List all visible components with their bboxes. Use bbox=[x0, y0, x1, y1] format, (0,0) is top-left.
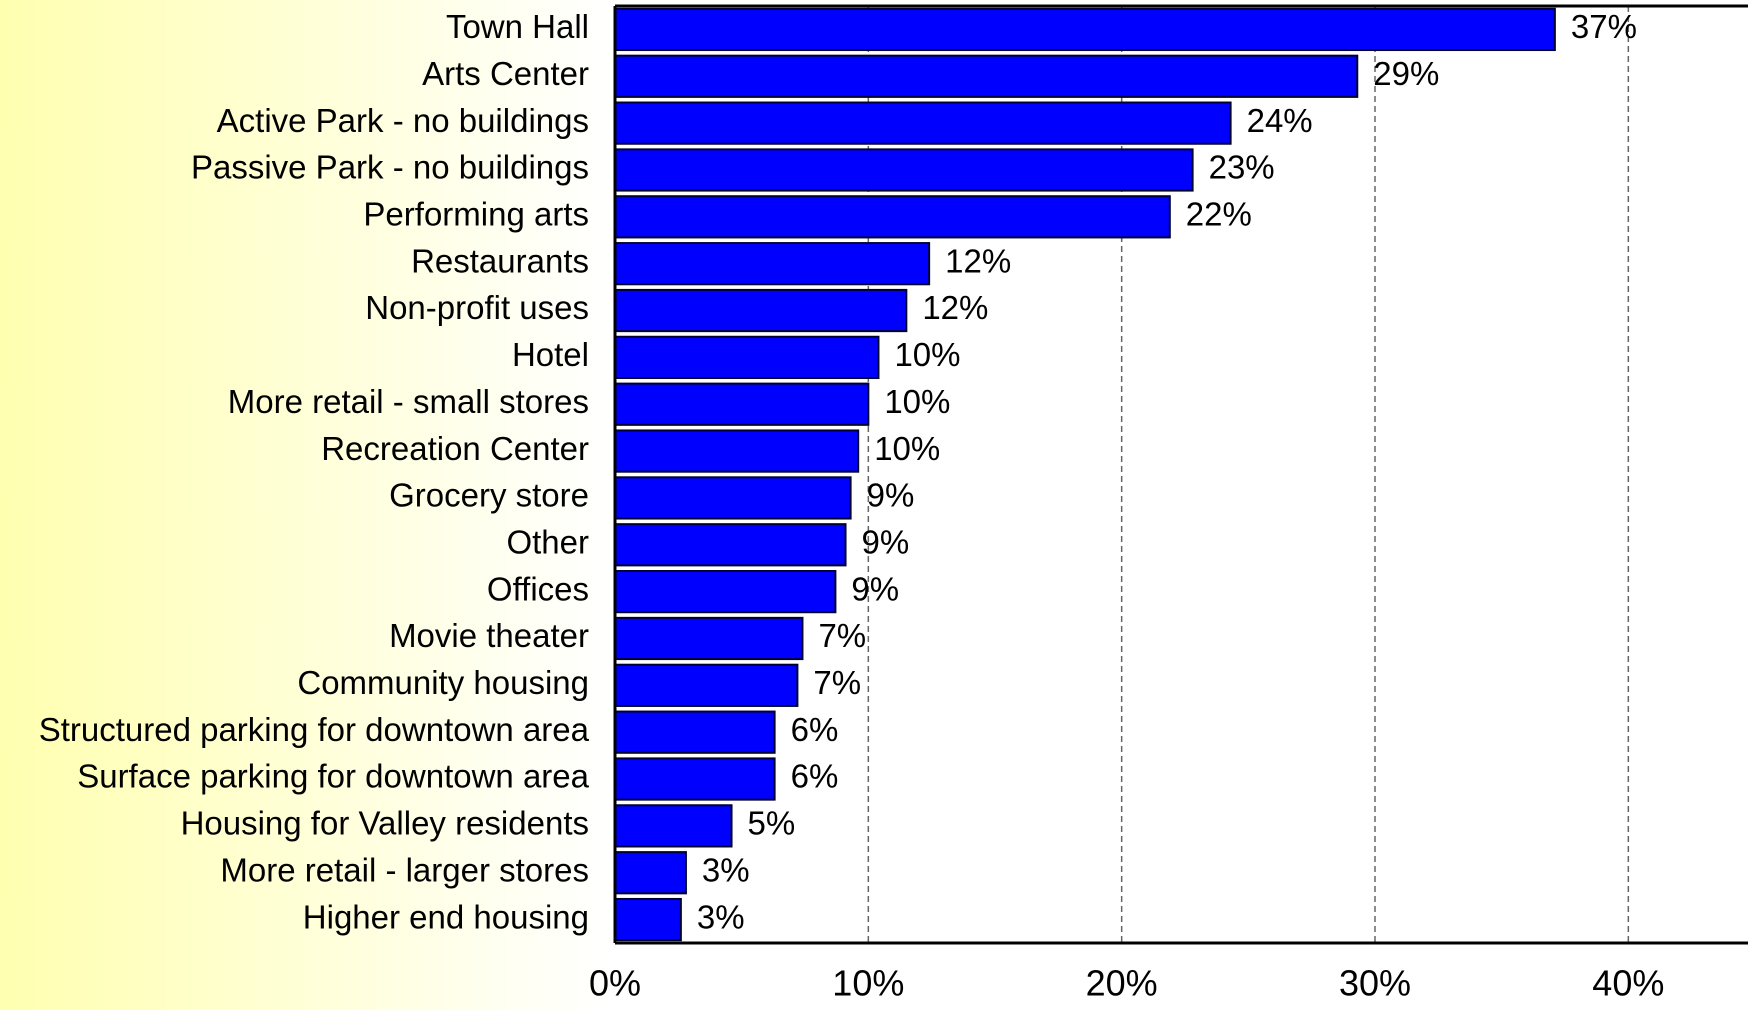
bar bbox=[614, 148, 1194, 192]
bar bbox=[614, 710, 776, 754]
y-tick-label: Hotel bbox=[512, 336, 589, 373]
bar bbox=[614, 335, 880, 379]
value-label: 10% bbox=[874, 430, 940, 467]
y-tick-label: Restaurants bbox=[411, 242, 589, 279]
value-label: 29% bbox=[1373, 55, 1439, 92]
x-tick-label: 0% bbox=[589, 963, 641, 1004]
value-label: 9% bbox=[851, 570, 899, 607]
bar bbox=[614, 570, 837, 614]
y-tick-label: Structured parking for downtown area bbox=[39, 711, 590, 748]
plot-area bbox=[615, 6, 1748, 943]
bar bbox=[614, 476, 852, 520]
bar bbox=[614, 616, 804, 661]
value-label: 6% bbox=[791, 758, 839, 795]
value-label: 10% bbox=[884, 383, 950, 420]
value-label: 24% bbox=[1247, 102, 1313, 139]
bar bbox=[614, 523, 847, 567]
bar bbox=[614, 288, 908, 333]
bar bbox=[614, 804, 733, 848]
value-label: 10% bbox=[894, 336, 960, 373]
y-tick-label: Community housing bbox=[297, 664, 589, 701]
y-tick-label: Offices bbox=[487, 570, 589, 607]
value-label: 12% bbox=[945, 242, 1011, 279]
bar bbox=[614, 54, 1359, 98]
y-tick-label: Active Park - no buildings bbox=[217, 102, 589, 139]
x-tick-label: 40% bbox=[1592, 963, 1664, 1004]
value-label: 7% bbox=[813, 664, 861, 701]
value-label: 3% bbox=[702, 851, 750, 888]
bar bbox=[614, 757, 776, 801]
y-tick-label: Other bbox=[506, 523, 589, 560]
value-label: 5% bbox=[748, 805, 796, 842]
x-tick-label: 30% bbox=[1339, 963, 1411, 1004]
bar bbox=[614, 429, 860, 473]
y-tick-label: More retail - larger stores bbox=[220, 851, 589, 888]
value-label: 6% bbox=[791, 711, 839, 748]
y-tick-label: Passive Park - no buildings bbox=[191, 149, 589, 186]
value-label: 9% bbox=[862, 523, 910, 560]
x-tick-label: 10% bbox=[832, 963, 904, 1004]
y-tick-label: Non-profit uses bbox=[365, 289, 589, 326]
y-tick-label: Higher end housing bbox=[303, 898, 589, 935]
bar bbox=[614, 663, 799, 707]
value-label: 7% bbox=[818, 617, 866, 654]
y-tick-label: Grocery store bbox=[389, 477, 589, 514]
y-tick-label: Housing for Valley residents bbox=[181, 805, 589, 842]
value-label: 9% bbox=[867, 477, 915, 514]
bar bbox=[614, 7, 1556, 52]
bar bbox=[614, 897, 682, 942]
value-label: 22% bbox=[1186, 196, 1252, 233]
bar bbox=[614, 382, 870, 426]
value-label: 12% bbox=[922, 289, 988, 326]
bar bbox=[614, 101, 1232, 145]
y-tick-label: Surface parking for downtown area bbox=[77, 758, 589, 795]
y-tick-label: Recreation Center bbox=[321, 430, 589, 467]
bar bbox=[614, 851, 687, 895]
value-label: 3% bbox=[697, 898, 745, 935]
bar bbox=[614, 195, 1171, 239]
y-tick-label: Performing arts bbox=[363, 196, 589, 233]
y-tick-label: Movie theater bbox=[389, 617, 589, 654]
x-tick-label: 20% bbox=[1086, 963, 1158, 1004]
value-label: 23% bbox=[1209, 149, 1275, 186]
y-tick-label: Arts Center bbox=[422, 55, 589, 92]
value-label: 37% bbox=[1571, 8, 1637, 45]
y-tick-label: More retail - small stores bbox=[228, 383, 589, 420]
y-tick-label: Town Hall bbox=[446, 8, 589, 45]
bar bbox=[614, 242, 931, 286]
